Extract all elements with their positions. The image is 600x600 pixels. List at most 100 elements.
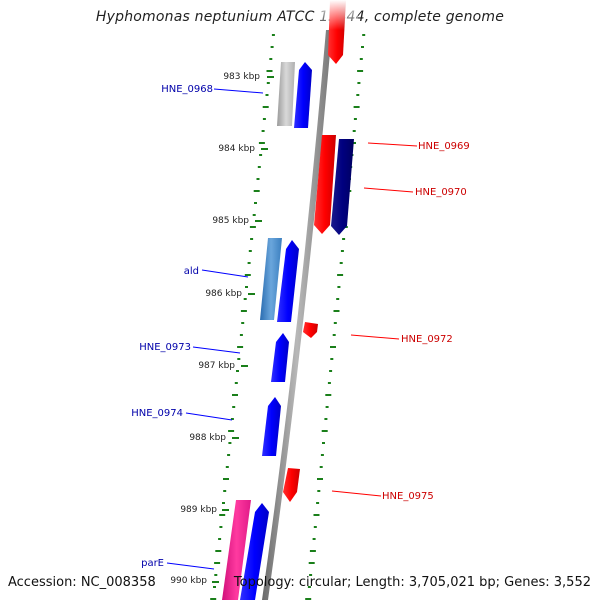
gene-pink	[222, 500, 251, 600]
leader-hne-0969	[367, 142, 418, 147]
gc-left-dot	[234, 382, 238, 384]
gc-right-dot	[329, 370, 333, 372]
label-hne-0974[interactable]: HNE_0974	[131, 408, 183, 419]
leader-hne-0974	[185, 412, 233, 421]
gc-right-dot	[322, 442, 325, 444]
gc-left-dot	[265, 94, 269, 96]
gc-left-dot	[210, 598, 217, 600]
gc-left-dot	[249, 226, 256, 228]
gc-left-dot	[237, 358, 241, 360]
gc-left-dot	[225, 466, 229, 468]
gc-right-dot	[312, 538, 316, 540]
gc-left-dot	[266, 82, 270, 84]
gc-right-dot	[357, 70, 364, 72]
label-hne-0968[interactable]: HNE_0968	[161, 84, 213, 95]
gc-left-dot	[248, 250, 252, 252]
gene-ald-steel	[260, 238, 282, 320]
scale-label-990: 990 kbp	[170, 576, 207, 586]
scale-ticks	[212, 76, 274, 583]
gc-left-dot	[240, 310, 247, 312]
gc-left-dot	[215, 550, 222, 552]
label-hne-0970[interactable]: HNE_0970	[415, 187, 467, 198]
gc-right-dot	[339, 262, 343, 264]
gc-left-dot	[261, 130, 265, 132]
leader-hne-0975	[331, 490, 382, 497]
gene-hne-0975	[283, 468, 300, 502]
topology-summary: Topology: circular; Length: 3,705,021 bp…	[233, 575, 591, 590]
scale-label-983: 983 kbp	[223, 72, 260, 82]
gc-left-dot	[223, 490, 227, 492]
gene-parE	[240, 503, 269, 600]
gene-hne-0970	[331, 139, 354, 235]
gc-left-dot	[222, 502, 225, 504]
gc-right-dot	[309, 550, 316, 552]
gene-hne-0973	[271, 333, 289, 382]
gc-left-dot	[241, 322, 245, 324]
label-hne-0973[interactable]: HNE_0973	[139, 342, 191, 353]
gc-left-dot	[252, 214, 256, 216]
scale-label-988: 988 kbp	[189, 433, 226, 443]
gc-left-dot	[228, 442, 232, 444]
gc-left-dot	[232, 394, 238, 396]
gc-left-dot	[262, 118, 266, 120]
gc-left-dot	[250, 238, 254, 240]
gc-left-dot	[269, 58, 273, 60]
gc-left-dot	[228, 430, 235, 432]
gc-right-dot	[313, 514, 320, 516]
gc-right-dot	[330, 358, 334, 360]
gc-right-dot	[321, 430, 328, 432]
gc-right-dot	[324, 418, 328, 420]
leader-hne-0970	[363, 187, 414, 193]
gc-right-dot	[353, 118, 357, 120]
gc-left-dot	[239, 334, 243, 336]
gc-right-dot	[332, 334, 336, 336]
gc-left-dot	[237, 346, 244, 348]
gc-right-dot	[337, 286, 341, 288]
gc-left-dot	[254, 202, 257, 204]
gc-right-dot	[305, 598, 312, 600]
scale-label-987: 987 kbp	[198, 361, 235, 371]
gc-track-right	[305, 34, 366, 600]
gc-right-dot	[356, 94, 360, 96]
scale-label-985: 985 kbp	[212, 216, 249, 226]
label-hne-0972[interactable]: HNE_0972	[401, 334, 453, 345]
gc-left-dot	[259, 154, 263, 156]
gc-right-dot	[317, 478, 323, 480]
leader-ald	[201, 269, 249, 278]
label-hne-0975[interactable]: HNE_0975	[382, 491, 434, 502]
leader-hne-0972	[350, 334, 400, 340]
gc-right-dot	[340, 250, 344, 252]
label-ald[interactable]: ald	[184, 266, 199, 277]
gc-right-dot	[353, 106, 360, 108]
gc-right-dot	[313, 526, 317, 528]
gc-left-dot	[262, 106, 269, 108]
leader-hne-0973	[192, 346, 241, 354]
gc-left-dot	[271, 34, 275, 36]
gc-left-dot	[236, 370, 239, 372]
gc-left-dot	[232, 406, 236, 408]
gc-left-dot	[266, 70, 273, 72]
gene-hne-0966-gray	[277, 62, 295, 126]
label-hne-0969[interactable]: HNE_0969	[418, 141, 470, 152]
gc-left-dot	[253, 190, 260, 192]
scale-label-984: 984 kbp	[218, 144, 255, 154]
gc-left-dot	[230, 418, 234, 420]
gc-right-dot	[333, 322, 337, 324]
gc-right-dot	[319, 466, 323, 468]
gc-right-dot	[325, 394, 332, 396]
gc-left-dot	[258, 142, 265, 144]
gc-left-dot	[247, 262, 251, 264]
map-title: Hyphomonas neptunium ATCC 15444, complet…	[95, 9, 505, 25]
gc-left-dot	[213, 586, 216, 588]
gene-hne-0972	[303, 322, 318, 338]
label-parE[interactable]: parE	[141, 558, 164, 569]
gc-right-dot	[336, 298, 340, 300]
gc-right-dot	[317, 490, 321, 492]
gc-right-dot	[309, 574, 313, 576]
scale-label-989: 989 kbp	[180, 505, 217, 515]
gc-right-dot	[357, 82, 361, 84]
gc-right-dot	[325, 406, 329, 408]
gc-left-dot	[257, 166, 261, 168]
gc-left-dot	[270, 46, 274, 48]
gc-left-dot	[223, 478, 229, 480]
